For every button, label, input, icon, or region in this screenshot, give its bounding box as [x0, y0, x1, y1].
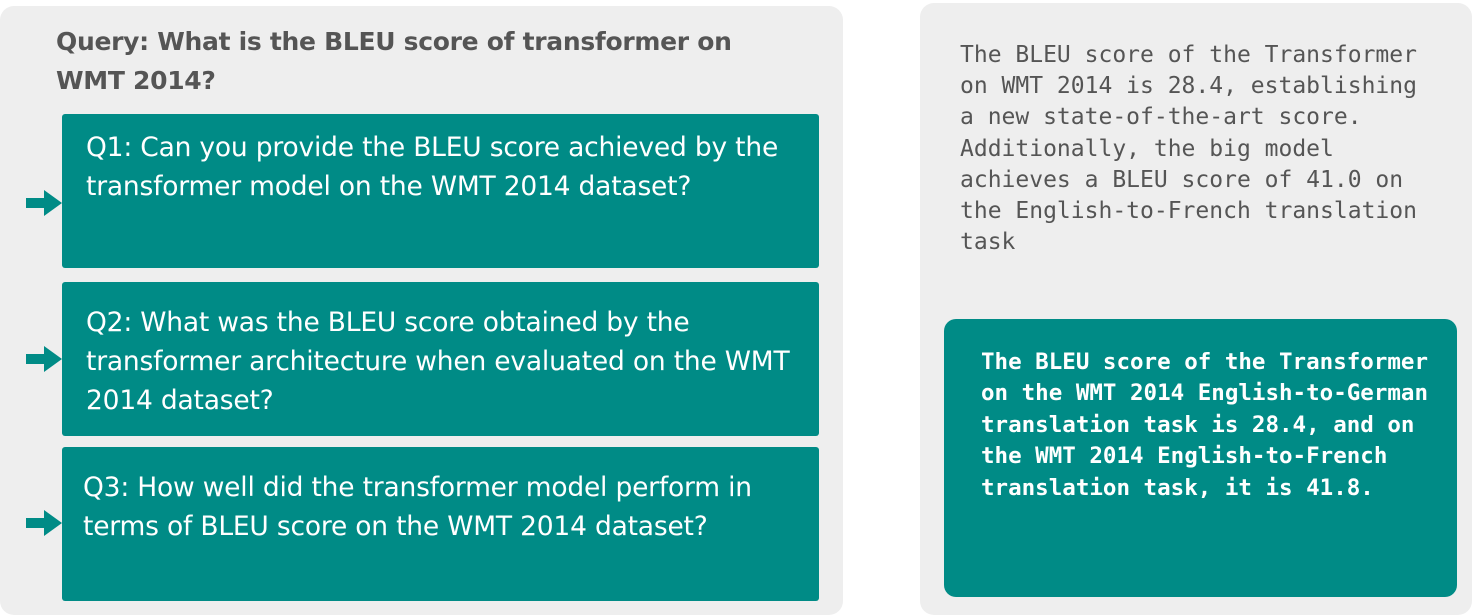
- question-box-q2: Q2: What was the BLEU score obtained by …: [62, 282, 819, 436]
- arrow-right-icon: [26, 346, 62, 372]
- answer-plain: The BLEU score of the Transformer on WMT…: [960, 42, 1417, 256]
- query-title: Query: What is the BLEU score of transfo…: [56, 27, 732, 95]
- answer-highlighted: The BLEU score of the Transformer on the…: [944, 319, 1457, 597]
- arrow-right-icon: [26, 190, 62, 216]
- question-box-q3: Q3: How well did the transformer model p…: [62, 447, 819, 601]
- question-box-q1: Q1: Can you provide the BLEU score achie…: [62, 114, 819, 268]
- arrow-right-icon: [26, 510, 62, 536]
